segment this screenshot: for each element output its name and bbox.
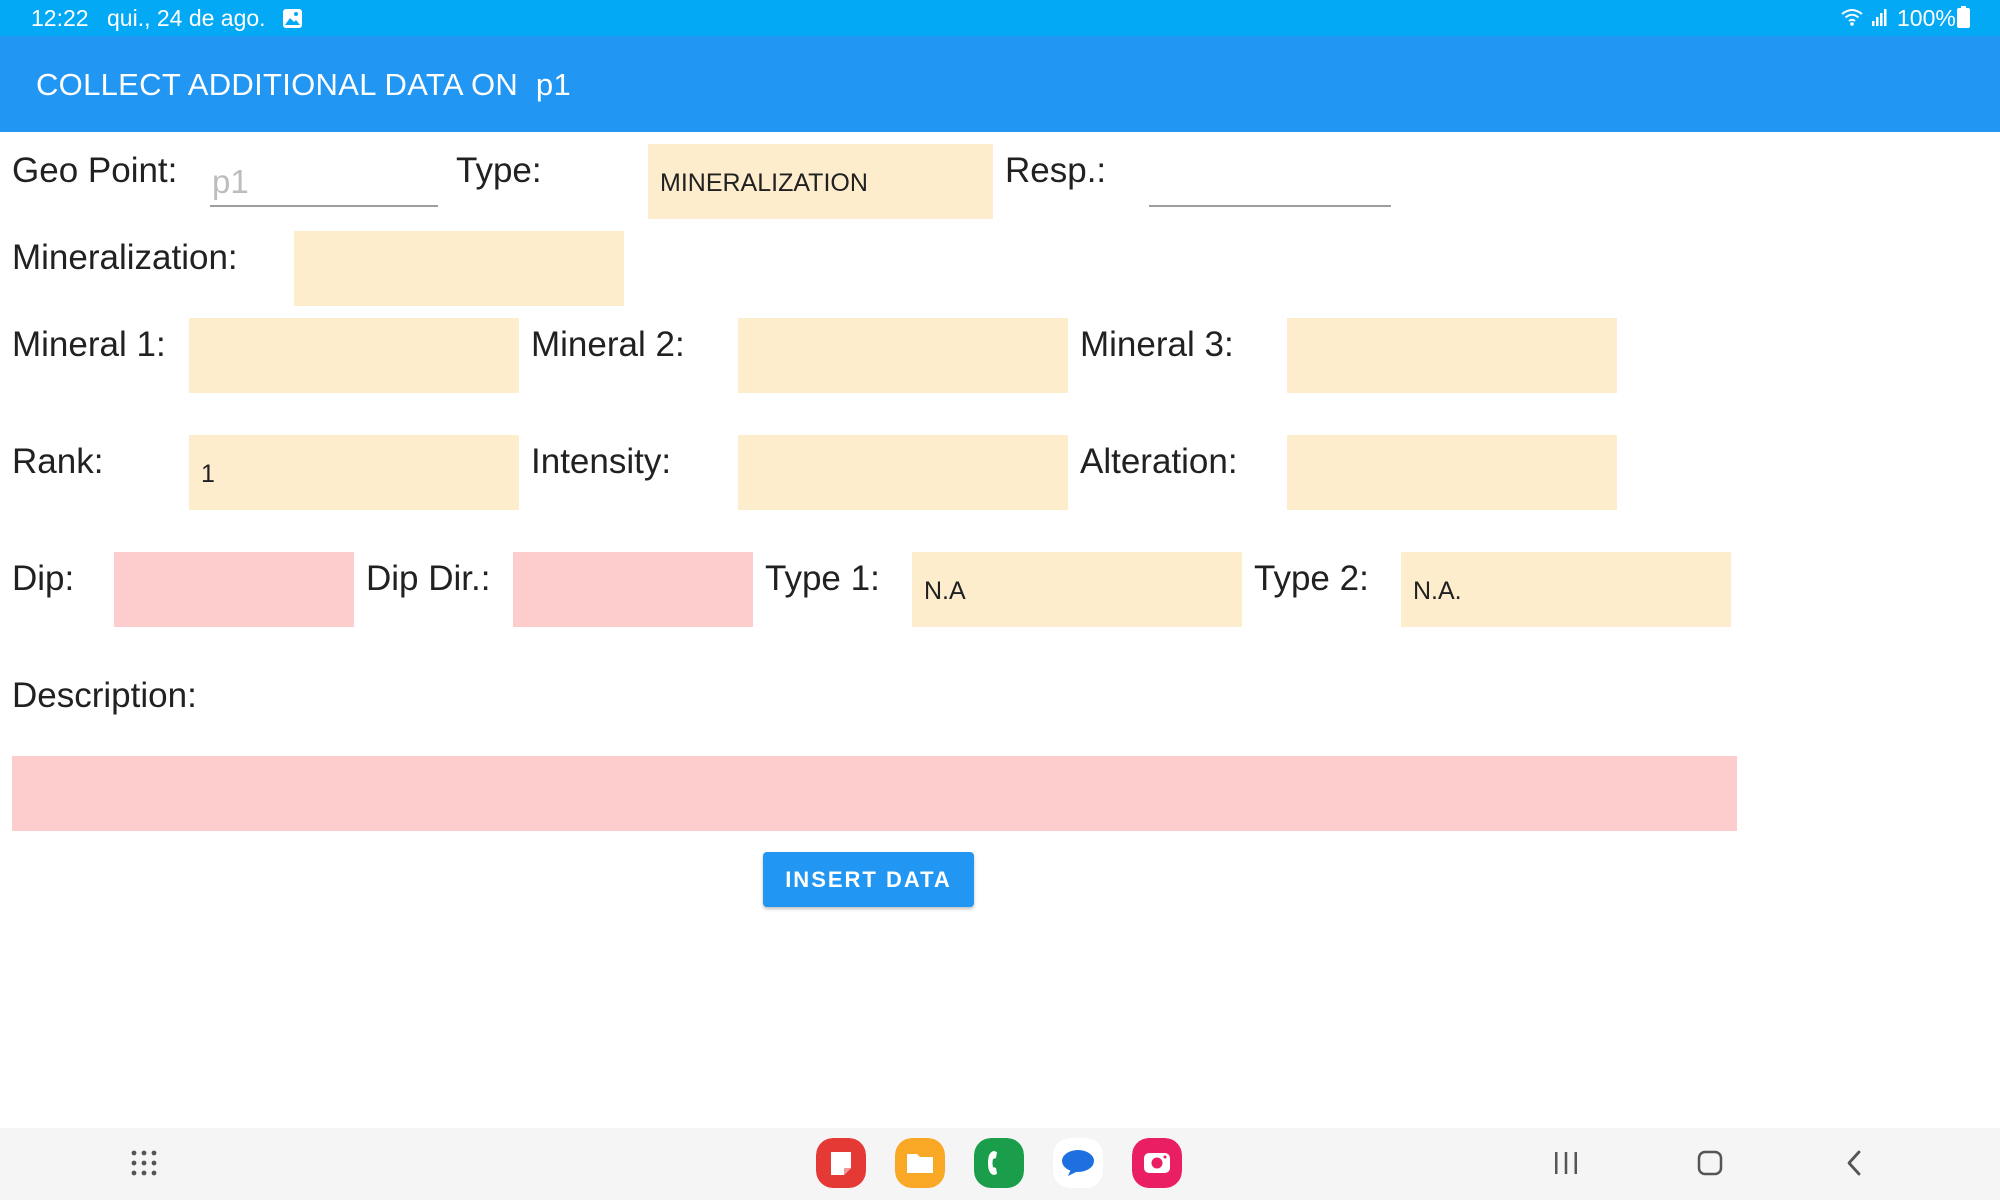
page-title: COLLECT ADDITIONAL DATA ON p1 [36,67,572,102]
notes-app-icon[interactable] [816,1138,866,1188]
mineral-1-select[interactable] [189,318,519,393]
dip-input[interactable] [114,552,354,627]
recents-icon[interactable] [1552,1150,1580,1176]
back-icon[interactable] [1843,1149,1865,1177]
mineralization-select[interactable] [294,231,624,306]
mineral-3-label: Mineral 3: [1080,325,1234,364]
phone-app-icon[interactable] [974,1138,1024,1188]
messages-app-icon[interactable] [1053,1138,1103,1188]
intensity-select[interactable] [738,435,1068,510]
rank-select[interactable]: 1 [189,435,519,510]
geo-point-label: Geo Point: [12,151,178,190]
mineral-2-label: Mineral 2: [531,325,685,364]
type-2-label: Type 2: [1254,559,1369,598]
home-icon[interactable] [1696,1149,1724,1177]
wifi-icon [1841,9,1863,26]
mineral-3-select[interactable] [1287,318,1617,393]
type-1-select[interactable]: N.A [912,552,1242,627]
type-label: Type: [456,151,542,190]
battery-percentage: 100% [1897,5,1956,31]
intensity-label: Intensity: [531,442,672,481]
alteration-select[interactable] [1287,435,1617,510]
type-1-label: Type 1: [765,559,880,598]
status-bar: 12:22 qui., 24 de ago. 100% [0,0,2000,36]
signal-icon [1872,9,1887,26]
status-date: qui., 24 de ago. [107,5,266,31]
type-select[interactable]: MINERALIZATION [648,144,993,219]
rank-value: 1 [201,460,215,488]
resp-label: Resp.: [1005,151,1107,190]
mineral-1-label: Mineral 1: [12,325,166,364]
navigation-bar [0,1128,2000,1200]
camera-app-icon[interactable] [1132,1138,1182,1188]
description-label: Description: [12,676,197,715]
insert-data-button[interactable]: INSERT DATA [763,852,974,907]
battery-icon [1957,6,1970,28]
mineralization-label: Mineralization: [12,238,238,277]
type-value: MINERALIZATION [660,169,868,197]
type-2-value: N.A. [1413,577,1462,605]
dip-label: Dip: [12,559,75,598]
type-2-select[interactable]: N.A. [1401,552,1731,627]
photo-icon [283,9,302,28]
resp-input[interactable] [1149,153,1391,207]
mineral-2-select[interactable] [738,318,1068,393]
rank-label: Rank: [12,442,104,481]
geo-point-input[interactable] [210,153,438,207]
files-app-icon[interactable] [895,1138,945,1188]
app-bar: COLLECT ADDITIONAL DATA ON p1 [0,36,2000,132]
alteration-label: Alteration: [1080,442,1238,481]
status-time: 12:22 [31,5,89,31]
type-1-value: N.A [924,577,966,605]
dip-dir-label: Dip Dir.: [366,559,491,598]
dip-dir-input[interactable] [513,552,753,627]
apps-grid-icon[interactable] [130,1149,158,1177]
description-input[interactable] [12,756,1737,831]
